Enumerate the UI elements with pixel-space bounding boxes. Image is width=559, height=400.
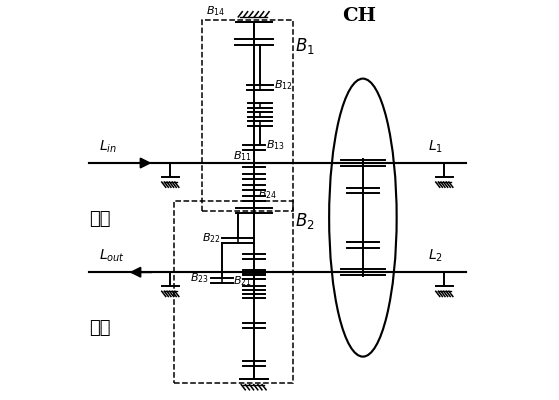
Text: $B_{22}$: $B_{22}$ <box>202 232 221 245</box>
Text: $L_{in}$: $L_{in}$ <box>99 139 117 155</box>
Text: $L_{out}$: $L_{out}$ <box>99 248 125 264</box>
Text: CH: CH <box>342 7 376 25</box>
Text: $B_2$: $B_2$ <box>295 211 315 231</box>
Text: $B_{23}$: $B_{23}$ <box>191 271 209 285</box>
Text: $B_{13}$: $B_{13}$ <box>266 138 285 152</box>
Text: $B_{14}$: $B_{14}$ <box>206 4 225 18</box>
Text: $L_1$: $L_1$ <box>428 139 443 155</box>
Text: $B_{12}$: $B_{12}$ <box>273 79 292 92</box>
Text: $B_{24}$: $B_{24}$ <box>258 187 277 201</box>
Bar <box>174 201 293 384</box>
Text: $B_{11}$: $B_{11}$ <box>233 149 252 163</box>
Text: $B_1$: $B_1$ <box>295 36 315 56</box>
Text: $L_2$: $L_2$ <box>428 248 443 264</box>
Text: $B_{21}$: $B_{21}$ <box>233 274 252 288</box>
Text: 输出: 输出 <box>89 319 110 337</box>
Bar <box>202 20 293 211</box>
Text: 输入: 输入 <box>89 210 110 228</box>
